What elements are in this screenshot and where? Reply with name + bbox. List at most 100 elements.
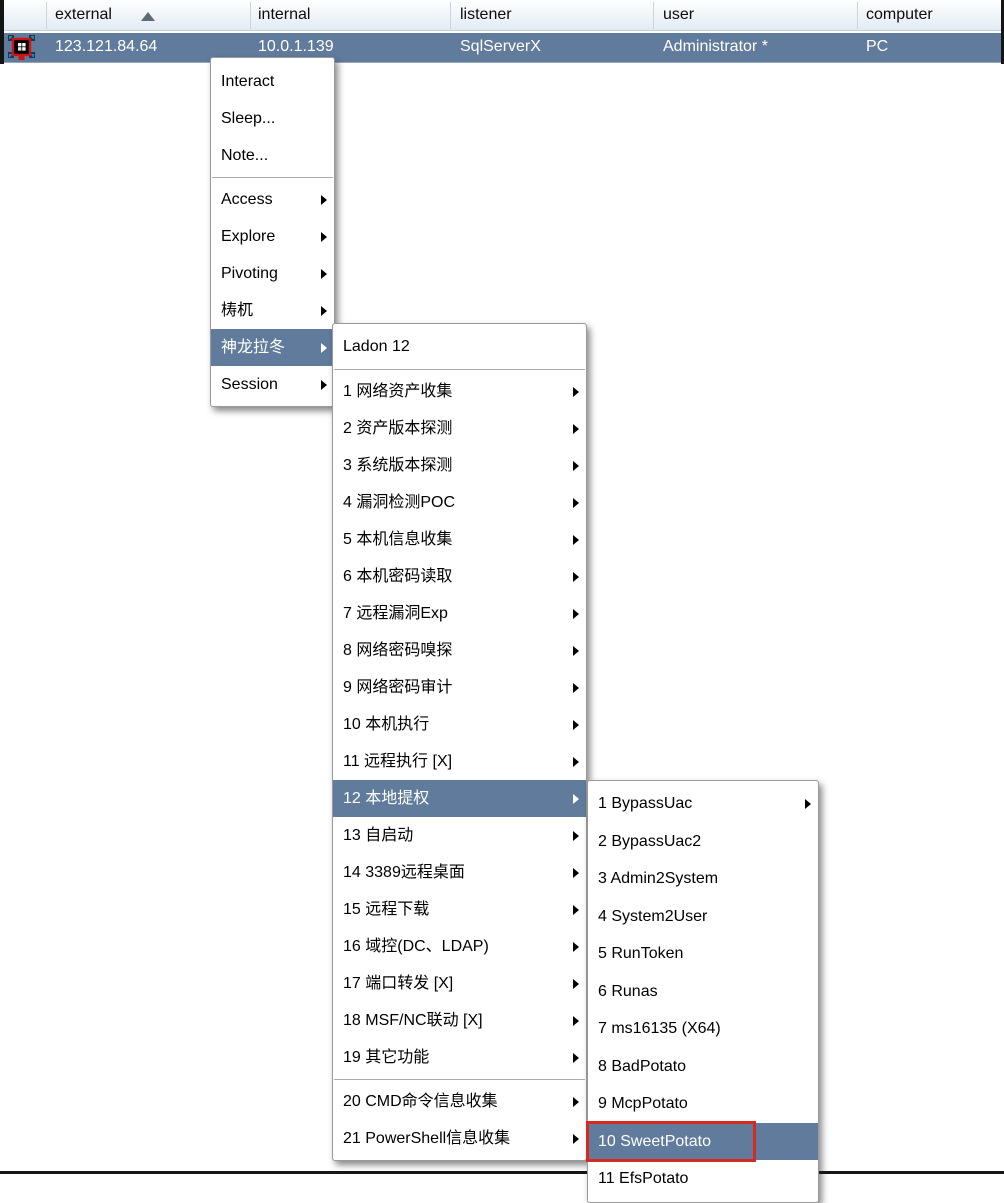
menu-item-label: 12 本地提权 bbox=[343, 790, 430, 807]
column-header-external[interactable]: external bbox=[55, 6, 112, 23]
menu-item-label: 7 远程漏洞Exp bbox=[343, 605, 448, 622]
menu-item-label: 梼杌 bbox=[221, 302, 254, 319]
submenu-arrow-icon bbox=[573, 978, 579, 989]
session-listener: SqlServerX bbox=[460, 38, 541, 55]
ladon-item-2[interactable]: 2 资产版本探测 bbox=[333, 410, 586, 447]
menu-item-label: 9 McpPotato bbox=[598, 1095, 688, 1112]
menu-item-label: 21 PowerShell信息收集 bbox=[343, 1130, 511, 1147]
menu-separator bbox=[334, 1079, 585, 1080]
column-divider bbox=[857, 2, 858, 29]
menu-item-label: 1 网络资产收集 bbox=[343, 383, 453, 400]
menu-item-explore[interactable]: Explore bbox=[211, 218, 334, 255]
menu-item-label: 4 System2User bbox=[598, 907, 708, 925]
table-right-border bbox=[1001, 0, 1004, 64]
submenu-arrow-icon bbox=[321, 342, 327, 353]
menu-item-label: 2 资产版本探测 bbox=[343, 420, 453, 437]
column-header-internal[interactable]: internal bbox=[258, 6, 311, 23]
privesc-item-bypassuac2[interactable]: 2 BypassUac2 bbox=[588, 823, 818, 861]
column-header-user[interactable]: user bbox=[663, 6, 695, 23]
column-divider bbox=[250, 2, 251, 29]
column-header-computer[interactable]: computer bbox=[866, 6, 933, 23]
submenu-arrow-icon bbox=[573, 1052, 579, 1063]
menu-item-label: 8 网络密码嗅探 bbox=[343, 642, 453, 659]
menu-item-label: Session bbox=[221, 376, 278, 393]
session-row[interactable]: 123.121.84.64 10.0.1.139 SqlServerX Admi… bbox=[0, 33, 1004, 63]
ladon-item-10[interactable]: 10 本机执行 bbox=[333, 706, 586, 743]
menu-item-label: 9 网络密码审计 bbox=[343, 679, 453, 696]
menu-item-label: 2 BypassUac2 bbox=[598, 832, 702, 850]
menu-item-label: 10 本机执行 bbox=[343, 716, 430, 733]
submenu-arrow-icon bbox=[321, 268, 327, 279]
ladon-item-18[interactable]: 18 MSF/NC联动 [X] bbox=[333, 1002, 586, 1039]
menu-item-label: 11 EfsPotato bbox=[598, 1170, 689, 1187]
menu-item-label: Explore bbox=[221, 228, 276, 245]
privesc-item-ms16135[interactable]: 7 ms16135 (X64) bbox=[588, 1010, 818, 1048]
menu-item-sleep[interactable]: Sleep... bbox=[211, 100, 334, 137]
ladon-item-15[interactable]: 15 远程下载 bbox=[333, 891, 586, 928]
menu-item-ladon[interactable]: 神龙拉冬 bbox=[211, 329, 334, 366]
ladon-item-19[interactable]: 19 其它功能 bbox=[333, 1039, 586, 1076]
menu-item-taowu[interactable]: 梼杌 bbox=[211, 292, 334, 329]
menu-item-note[interactable]: Note... bbox=[211, 137, 334, 174]
menu-item-pivoting[interactable]: Pivoting bbox=[211, 255, 334, 292]
ladon-item-12-local-privesc[interactable]: 12 本地提权 bbox=[333, 780, 586, 817]
menu-item-interact[interactable]: Interact bbox=[211, 63, 334, 100]
privesc-item-efspotato[interactable]: 11 EfsPotato bbox=[588, 1160, 818, 1198]
privesc-item-sweetpotato[interactable]: 10 SweetPotato bbox=[588, 1122, 818, 1160]
submenu-arrow-icon bbox=[321, 231, 327, 242]
ladon-item-8[interactable]: 8 网络密码嗅探 bbox=[333, 632, 586, 669]
ladon-item-4[interactable]: 4 漏洞检测POC bbox=[333, 484, 586, 521]
ladon-item-5[interactable]: 5 本机信息收集 bbox=[333, 521, 586, 558]
ladon-item-9[interactable]: 9 网络密码审计 bbox=[333, 669, 586, 706]
ladon-item-14[interactable]: 14 3389远程桌面 bbox=[333, 854, 586, 891]
privesc-item-admin2system[interactable]: 3 Admin2System bbox=[588, 860, 818, 898]
menu-item-label: Note... bbox=[221, 147, 269, 164]
submenu-arrow-icon bbox=[573, 571, 579, 582]
session-host-icon bbox=[8, 35, 35, 60]
menu-item-label: 10 SweetPotato bbox=[598, 1132, 711, 1150]
submenu-arrow-icon bbox=[573, 386, 579, 397]
column-divider bbox=[46, 2, 47, 29]
ladon-item-7[interactable]: 7 远程漏洞Exp bbox=[333, 595, 586, 632]
menu-separator bbox=[334, 369, 585, 370]
submenu-arrow-icon bbox=[573, 460, 579, 471]
privesc-item-system2user[interactable]: 4 System2User bbox=[588, 898, 818, 936]
submenu-arrow-icon bbox=[573, 904, 579, 915]
ladon-item-16[interactable]: 16 域控(DC、LDAP) bbox=[333, 928, 586, 965]
privesc-item-runtoken[interactable]: 5 RunToken bbox=[588, 935, 818, 973]
pane-bottom-border bbox=[0, 1171, 1004, 1174]
privesc-item-badpotato[interactable]: 8 BadPotato bbox=[588, 1048, 818, 1086]
menu-item-label: Sleep... bbox=[221, 110, 276, 127]
ladon-item-1[interactable]: 1 网络资产收集 bbox=[333, 373, 586, 410]
menu-item-label: 1 BypassUac bbox=[598, 795, 693, 812]
menu-item-label: Interact bbox=[221, 73, 275, 90]
ladon-item-17[interactable]: 17 端口转发 [X] bbox=[333, 965, 586, 1002]
column-header-listener[interactable]: listener bbox=[460, 6, 512, 23]
ladon-item-13[interactable]: 13 自启动 bbox=[333, 817, 586, 854]
submenu-arrow-icon bbox=[573, 608, 579, 619]
privesc-item-runas[interactable]: 6 Runas bbox=[588, 973, 818, 1011]
menu-item-label: 11 远程执行 [X] bbox=[343, 753, 453, 770]
menu-item-label: 20 CMD命令信息收集 bbox=[343, 1093, 498, 1110]
submenu-arrow-icon bbox=[573, 756, 579, 767]
submenu-arrow-icon bbox=[321, 379, 327, 390]
menu-item-label: 19 其它功能 bbox=[343, 1049, 430, 1066]
ladon-item-21[interactable]: 21 PowerShell信息收集 bbox=[333, 1120, 586, 1157]
submenu-arrow-icon bbox=[573, 1096, 579, 1107]
submenu-arrow-icon bbox=[573, 1133, 579, 1144]
submenu-arrow-icon bbox=[573, 941, 579, 952]
privesc-item-bypassuac[interactable]: 1 BypassUac bbox=[588, 785, 818, 823]
menu-item-label: 神龙拉冬 bbox=[221, 339, 286, 356]
ladon-item-11[interactable]: 11 远程执行 [X] bbox=[333, 743, 586, 780]
menu-item-label: 7 ms16135 (X64) bbox=[598, 1020, 721, 1037]
menu-item-label: 3 Admin2System bbox=[598, 870, 719, 887]
ladon-item-20[interactable]: 20 CMD命令信息收集 bbox=[333, 1083, 586, 1120]
ladon-item-6[interactable]: 6 本机密码读取 bbox=[333, 558, 586, 595]
menu-item-label: 14 3389远程桌面 bbox=[343, 864, 465, 881]
menu-item-session[interactable]: Session bbox=[211, 366, 334, 403]
session-table-header: external internal listener user computer bbox=[0, 0, 1004, 31]
privesc-item-mcppotato[interactable]: 9 McpPotato bbox=[588, 1085, 818, 1123]
ladon-item-3[interactable]: 3 系统版本探测 bbox=[333, 447, 586, 484]
submenu-arrow-icon bbox=[321, 194, 327, 205]
menu-item-access[interactable]: Access bbox=[211, 181, 334, 218]
